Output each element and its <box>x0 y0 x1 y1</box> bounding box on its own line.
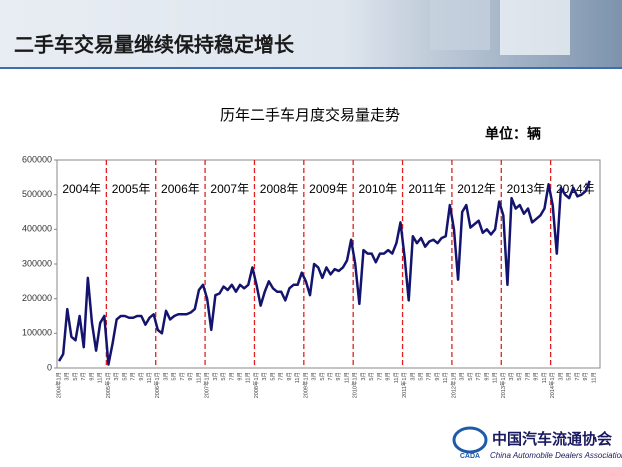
x-tick-label: 3月 <box>459 372 466 381</box>
year-label: 2007年 <box>210 182 249 196</box>
x-tick-label: 5月 <box>368 372 375 381</box>
x-tick-label: 5月 <box>566 372 573 381</box>
y-tick-label: 500000 <box>22 189 52 199</box>
x-tick-label: 9月 <box>335 372 342 381</box>
x-tick-label: 11月 <box>541 372 548 383</box>
x-tick-label: 5月 <box>516 372 523 381</box>
slide-title: 二手车交易量继续保持稳定增长 <box>14 32 295 56</box>
unit-label: 单位：辆 <box>485 126 541 142</box>
year-label: 2005年 <box>112 182 151 196</box>
header-deco <box>430 0 490 50</box>
logo-mark <box>452 426 488 454</box>
x-tick-label: 3月 <box>162 372 169 381</box>
x-tick-label: 3月 <box>113 372 120 381</box>
x-tick-label: 7月 <box>376 372 383 381</box>
x-tick-label: 5月 <box>269 372 276 381</box>
x-tick-label: 11月 <box>492 372 499 383</box>
x-tick-label: 7月 <box>179 372 186 381</box>
x-tick-label: 9月 <box>187 372 194 381</box>
x-tick-label: 3月 <box>360 372 367 381</box>
x-tick-label: 9月 <box>286 372 293 381</box>
chart-title: 历年二手车月度交易量走势 <box>220 106 400 124</box>
x-tick-label: 9月 <box>138 372 145 381</box>
x-tick-label: 11月 <box>393 372 400 383</box>
data-line <box>57 180 591 366</box>
y-tick-label: 100000 <box>22 328 52 338</box>
x-tick-label: 2010年1月 <box>351 372 359 398</box>
x-tick-label: 2011年1月 <box>400 372 408 398</box>
x-tick-label: 7月 <box>524 372 531 381</box>
x-tick-label: 7月 <box>475 372 482 381</box>
year-label: 2013年 <box>507 182 546 196</box>
x-tick-label: 9月 <box>533 372 540 381</box>
x-tick-label: 7月 <box>426 372 433 381</box>
x-tick-label: 11月 <box>146 372 153 383</box>
x-tick-label: 9月 <box>483 372 490 381</box>
logo-text: CADA <box>460 453 480 460</box>
x-tick-label: 5月 <box>418 372 425 381</box>
year-label: 2012年 <box>457 182 496 196</box>
x-tick-label: 7月 <box>228 372 235 381</box>
x-tick-label: 11月 <box>294 372 301 383</box>
year-label: 2011年 <box>408 182 446 196</box>
x-tick-label: 5月 <box>467 372 474 381</box>
x-tick-label: 11月 <box>590 372 597 383</box>
y-tick-label: 300000 <box>22 258 52 268</box>
y-tick-label: 400000 <box>22 224 52 234</box>
org-name: 中国汽车流通协会 <box>492 430 612 448</box>
y-tick-label: 600000 <box>22 154 52 164</box>
year-label: 2004年 <box>62 182 101 196</box>
x-tick-label: 9月 <box>237 372 244 381</box>
x-tick-label: 7月 <box>278 372 285 381</box>
x-tick-label: 11月 <box>245 372 252 383</box>
x-tick-label: 11月 <box>195 372 202 383</box>
x-tick-label: 11月 <box>442 372 449 383</box>
y-tick-label: 200000 <box>22 293 52 303</box>
org-name-en: China Automobile Dealers Association <box>490 451 622 460</box>
header-deco <box>500 0 570 55</box>
x-tick-label: 2005年1月 <box>104 372 112 398</box>
x-tick-label: 2013年1月 <box>499 372 507 398</box>
x-tick-label: 9月 <box>385 372 392 381</box>
x-tick-label: 7月 <box>130 372 137 381</box>
x-tick-label: 3月 <box>261 372 268 381</box>
x-tick-label: 7月 <box>327 372 334 381</box>
x-tick-label: 11月 <box>343 372 350 383</box>
x-tick-label: 5月 <box>121 372 128 381</box>
x-tick-label: 2006年1月 <box>153 372 161 398</box>
x-tick-label: 5月 <box>319 372 326 381</box>
x-tick-label: 2014年1月 <box>548 372 556 398</box>
x-tick-label: 5月 <box>171 372 178 381</box>
x-tick-label: 3月 <box>64 372 71 381</box>
x-tick-label: 9月 <box>434 372 441 381</box>
year-label: 2008年 <box>260 182 299 196</box>
x-tick-label: 2008年1月 <box>252 372 260 398</box>
x-tick-label: 3月 <box>508 372 515 381</box>
x-tick-label: 2007年1月 <box>203 372 211 398</box>
x-tick-label: 3月 <box>212 372 219 381</box>
year-label: 2006年 <box>161 182 200 196</box>
y-tick-label: 0 <box>47 362 52 372</box>
x-tick-label: 5月 <box>72 372 79 381</box>
x-tick-label: 2004年1月 <box>55 372 63 398</box>
x-tick-label: 7月 <box>574 372 581 381</box>
x-tick-label: 7月 <box>80 372 87 381</box>
year-label: 2009年 <box>309 182 348 196</box>
x-tick-label: 3月 <box>311 372 318 381</box>
x-tick-label: 3月 <box>557 372 564 381</box>
year-label: 2010年 <box>359 182 398 196</box>
x-tick-label: 2009年1月 <box>301 372 309 398</box>
x-tick-label: 3月 <box>409 372 416 381</box>
x-tick-label: 2012年1月 <box>449 372 457 398</box>
x-tick-label: 9月 <box>582 372 589 381</box>
x-tick-label: 5月 <box>220 372 227 381</box>
x-tick-label: 11月 <box>97 372 104 383</box>
x-tick-label: 9月 <box>88 372 95 381</box>
